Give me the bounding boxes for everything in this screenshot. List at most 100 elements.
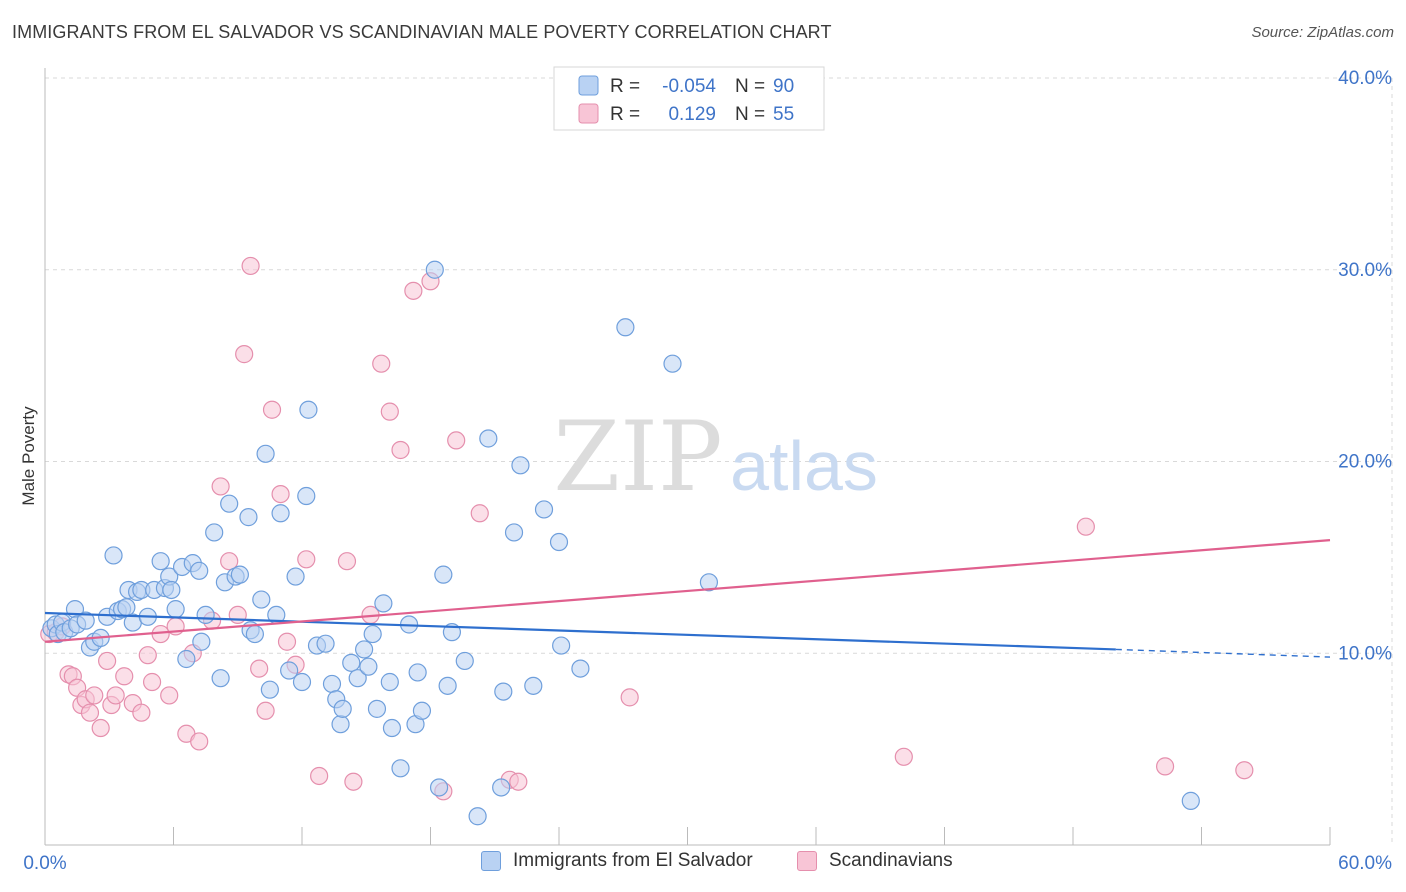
y-tick-label: 30.0% (1338, 260, 1392, 281)
scandinavians-point (894, 747, 913, 766)
el-salvador-point (494, 682, 513, 701)
el-salvador-point (511, 456, 530, 475)
scandinavians-points (40, 256, 1254, 801)
el-salvador-point (76, 611, 95, 630)
el-salvador-point (1181, 791, 1200, 810)
y-tick-label: 20.0% (1338, 452, 1392, 473)
el-salvador-point (252, 590, 271, 609)
y-tick-labels: 10.0% 20.0% 30.0% 40.0% (1338, 68, 1392, 664)
scandinavians-point (380, 402, 399, 421)
scandinavians-point (132, 703, 151, 722)
el-salvador-point (552, 636, 571, 655)
el-salvador-point (211, 669, 230, 688)
scandinavians-point (190, 732, 209, 751)
el-salvador-point (260, 680, 279, 699)
el-salvador-point (342, 653, 361, 672)
y-tick-label: 10.0% (1338, 643, 1392, 664)
chart-title: IMMIGRANTS FROM EL SALVADOR VS SCANDINAV… (12, 22, 832, 42)
el-salvador-point (479, 429, 498, 448)
legend-n-label-pink: N = (735, 104, 765, 125)
el-salvador-point (286, 567, 305, 586)
el-salvador-point (382, 718, 402, 738)
legend-r-label-pink: R = (610, 104, 640, 125)
el-salvador-point (391, 759, 410, 778)
el-salvador-point (245, 624, 264, 644)
el-salvador-trend-extension (1115, 648, 1331, 658)
scandinavians-point (470, 504, 489, 523)
y-axis-title: Male Poverty (19, 406, 38, 506)
legend-swatch-blue (578, 75, 599, 96)
legend-item-el-salvador: Immigrants from El Salvador (481, 850, 753, 872)
el-salvador-point (333, 699, 352, 718)
el-salvador-point (104, 546, 123, 565)
el-salvador-point (571, 659, 590, 678)
el-salvador-point (408, 663, 427, 682)
scandinavians-point (80, 703, 100, 722)
legend-label-scandinavians: Scandinavians (829, 850, 953, 871)
scandinavians-point (220, 552, 239, 571)
scandinavians-point (138, 646, 157, 665)
legend-top: R = -0.054 N = 90 R = 0.129 N = 55 (553, 66, 825, 131)
scandinavians-point (142, 672, 162, 692)
legend-box (553, 66, 825, 131)
axes (44, 68, 1331, 846)
legend-r-label-blue: R = (610, 76, 640, 97)
watermark-atlas: atlas (730, 427, 878, 505)
legend-item-scandinavians: Scandinavians (797, 850, 953, 872)
watermark-zip: ZIP (553, 401, 722, 513)
scandinavians-point (160, 686, 179, 705)
el-salvador-point (299, 400, 318, 419)
scandinavians-point (235, 345, 254, 364)
scandinavians-point (310, 766, 329, 786)
y-tick-label: 40.0% (1338, 68, 1392, 89)
el-salvador-point (374, 594, 393, 613)
el-salvador-point (331, 715, 350, 734)
scandinavians-point (1235, 761, 1254, 780)
legend-swatch-el-salvador (481, 851, 501, 871)
scandinavians-point (1076, 517, 1095, 536)
el-salvador-point (524, 676, 543, 695)
scandinavians-point (404, 281, 423, 300)
legend-swatch-scandinavians (797, 851, 817, 871)
x-tick-labels: 0.0% 60.0% (23, 853, 1392, 874)
scandinavians-point (277, 632, 297, 651)
el-salvador-point (438, 676, 457, 695)
scandinavians-point (228, 605, 247, 625)
scandinavians-point (344, 772, 363, 791)
scandinavians-point (372, 354, 391, 373)
scandinavians-point (85, 686, 104, 705)
el-salvador-point (205, 523, 224, 542)
legend-r-value-pink: 0.129 (668, 104, 716, 125)
el-salvador-point (492, 778, 511, 797)
legend-swatch-pink (578, 103, 599, 124)
el-salvador-point (425, 260, 444, 279)
el-salvador-point (166, 600, 185, 619)
el-salvador-point (367, 699, 387, 718)
trend-lines (44, 539, 1331, 658)
el-salvador-point (256, 444, 275, 463)
legend-label-el-salvador: Immigrants from El Salvador (513, 850, 753, 871)
el-salvador-point (316, 634, 335, 653)
scandinavians-point (271, 484, 290, 504)
legend-r-value-blue: -0.054 (662, 76, 716, 97)
scandinavians-point (211, 477, 230, 496)
scandinavians-trend-line (44, 539, 1331, 643)
scandinavians-point (447, 431, 466, 450)
scandinavians-point (620, 688, 639, 707)
el-salvador-point (699, 573, 719, 592)
el-salvador-point (297, 486, 316, 506)
scandinavians-point (91, 718, 110, 738)
scandinavians-point (337, 552, 357, 571)
scandinavians-point (256, 701, 275, 720)
el-salvador-point (455, 651, 474, 671)
el-salvador-point (549, 532, 569, 552)
el-salvador-point (190, 561, 209, 580)
legend-bottom: Immigrants from El Salvador Scandinavian… (0, 850, 1406, 880)
scandinavians-point (1155, 757, 1175, 776)
scandinavians-point (241, 256, 260, 276)
el-salvador-point (355, 640, 374, 659)
scandinavians-point (262, 400, 282, 419)
el-salvador-point (322, 674, 342, 694)
scandinavians-point (297, 550, 316, 569)
